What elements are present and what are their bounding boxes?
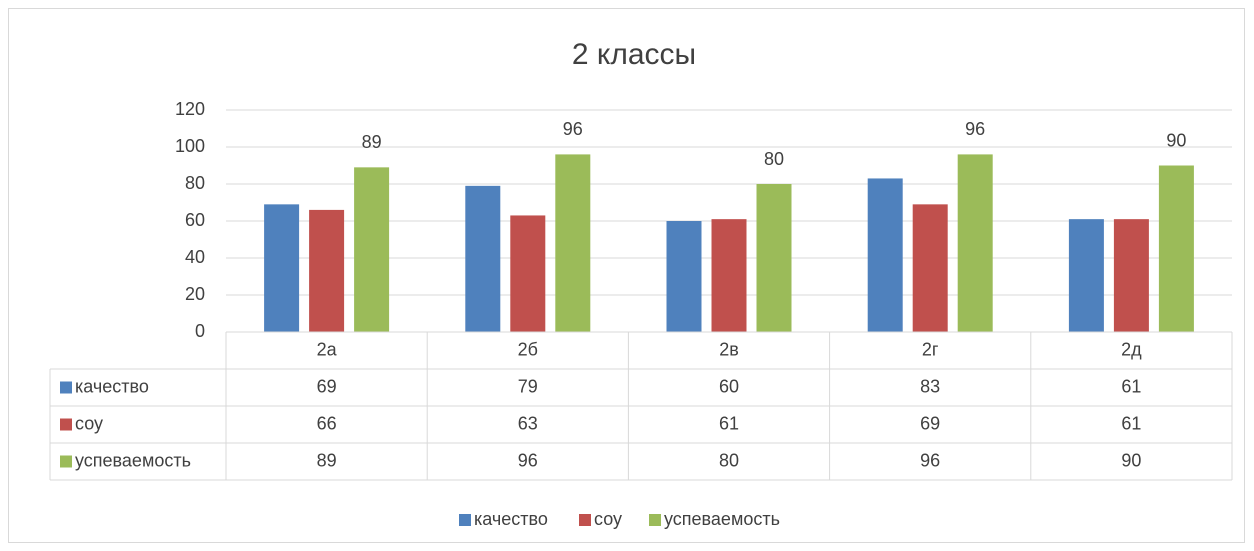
- table-value: 90: [1121, 450, 1141, 470]
- legend-swatch: [579, 514, 591, 526]
- table-value: 61: [1121, 413, 1141, 433]
- table-value: 69: [920, 413, 940, 433]
- data-label: 80: [764, 149, 784, 169]
- table-value: 83: [920, 376, 940, 396]
- y-tick-label: 80: [185, 173, 205, 193]
- table-value: 89: [317, 450, 337, 470]
- x-tick-label: 2в: [719, 339, 739, 359]
- x-tick-label: 2г: [922, 339, 939, 359]
- legend-swatch: [60, 381, 72, 394]
- bar: [666, 221, 702, 332]
- bar: [309, 209, 345, 332]
- bar: [510, 215, 546, 332]
- y-tick-label: 20: [185, 284, 205, 304]
- data-label: 96: [563, 119, 583, 139]
- bar: [264, 204, 300, 332]
- bar: [1158, 165, 1194, 332]
- bar: [711, 219, 747, 332]
- bar: [1068, 219, 1104, 332]
- table-value: 61: [1121, 376, 1141, 396]
- data-label: 96: [965, 119, 985, 139]
- x-tick-label: 2б: [518, 339, 538, 359]
- table-series-name: успеваемость: [75, 450, 191, 470]
- legend-label: соу: [594, 509, 622, 529]
- bar: [465, 185, 501, 332]
- table-value: 63: [518, 413, 538, 433]
- table-series-name: качество: [75, 376, 149, 396]
- legend-swatch: [649, 514, 661, 526]
- bar: [354, 167, 390, 332]
- legend-swatch: [60, 455, 72, 468]
- table-value: 79: [518, 376, 538, 396]
- table-value: 60: [719, 376, 739, 396]
- bar: [957, 154, 993, 332]
- legend-swatch: [459, 514, 471, 526]
- legend-label: успеваемость: [664, 509, 780, 529]
- table-value: 96: [518, 450, 538, 470]
- y-tick-label: 120: [175, 99, 205, 119]
- bar: [867, 178, 903, 332]
- legend-label: качество: [474, 509, 548, 529]
- y-tick-label: 60: [185, 210, 205, 230]
- bar: [555, 154, 591, 332]
- y-tick-label: 0: [195, 321, 205, 341]
- table-value: 80: [719, 450, 739, 470]
- x-tick-label: 2а: [317, 339, 338, 359]
- table-value: 96: [920, 450, 940, 470]
- data-label: 90: [1166, 130, 1186, 150]
- bar: [756, 184, 792, 332]
- legend-swatch: [60, 418, 72, 431]
- bar: [1113, 219, 1149, 332]
- table-value: 69: [317, 376, 337, 396]
- data-label: 89: [362, 132, 382, 152]
- x-tick-label: 2д: [1121, 339, 1142, 359]
- table-series-name: соу: [75, 413, 103, 433]
- chart-title: 2 классы: [572, 38, 696, 71]
- chart-border: [8, 8, 1245, 543]
- y-tick-label: 100: [175, 136, 205, 156]
- table-value: 61: [719, 413, 739, 433]
- table-value: 66: [317, 413, 337, 433]
- y-tick-label: 40: [185, 247, 205, 267]
- bar: [912, 204, 948, 332]
